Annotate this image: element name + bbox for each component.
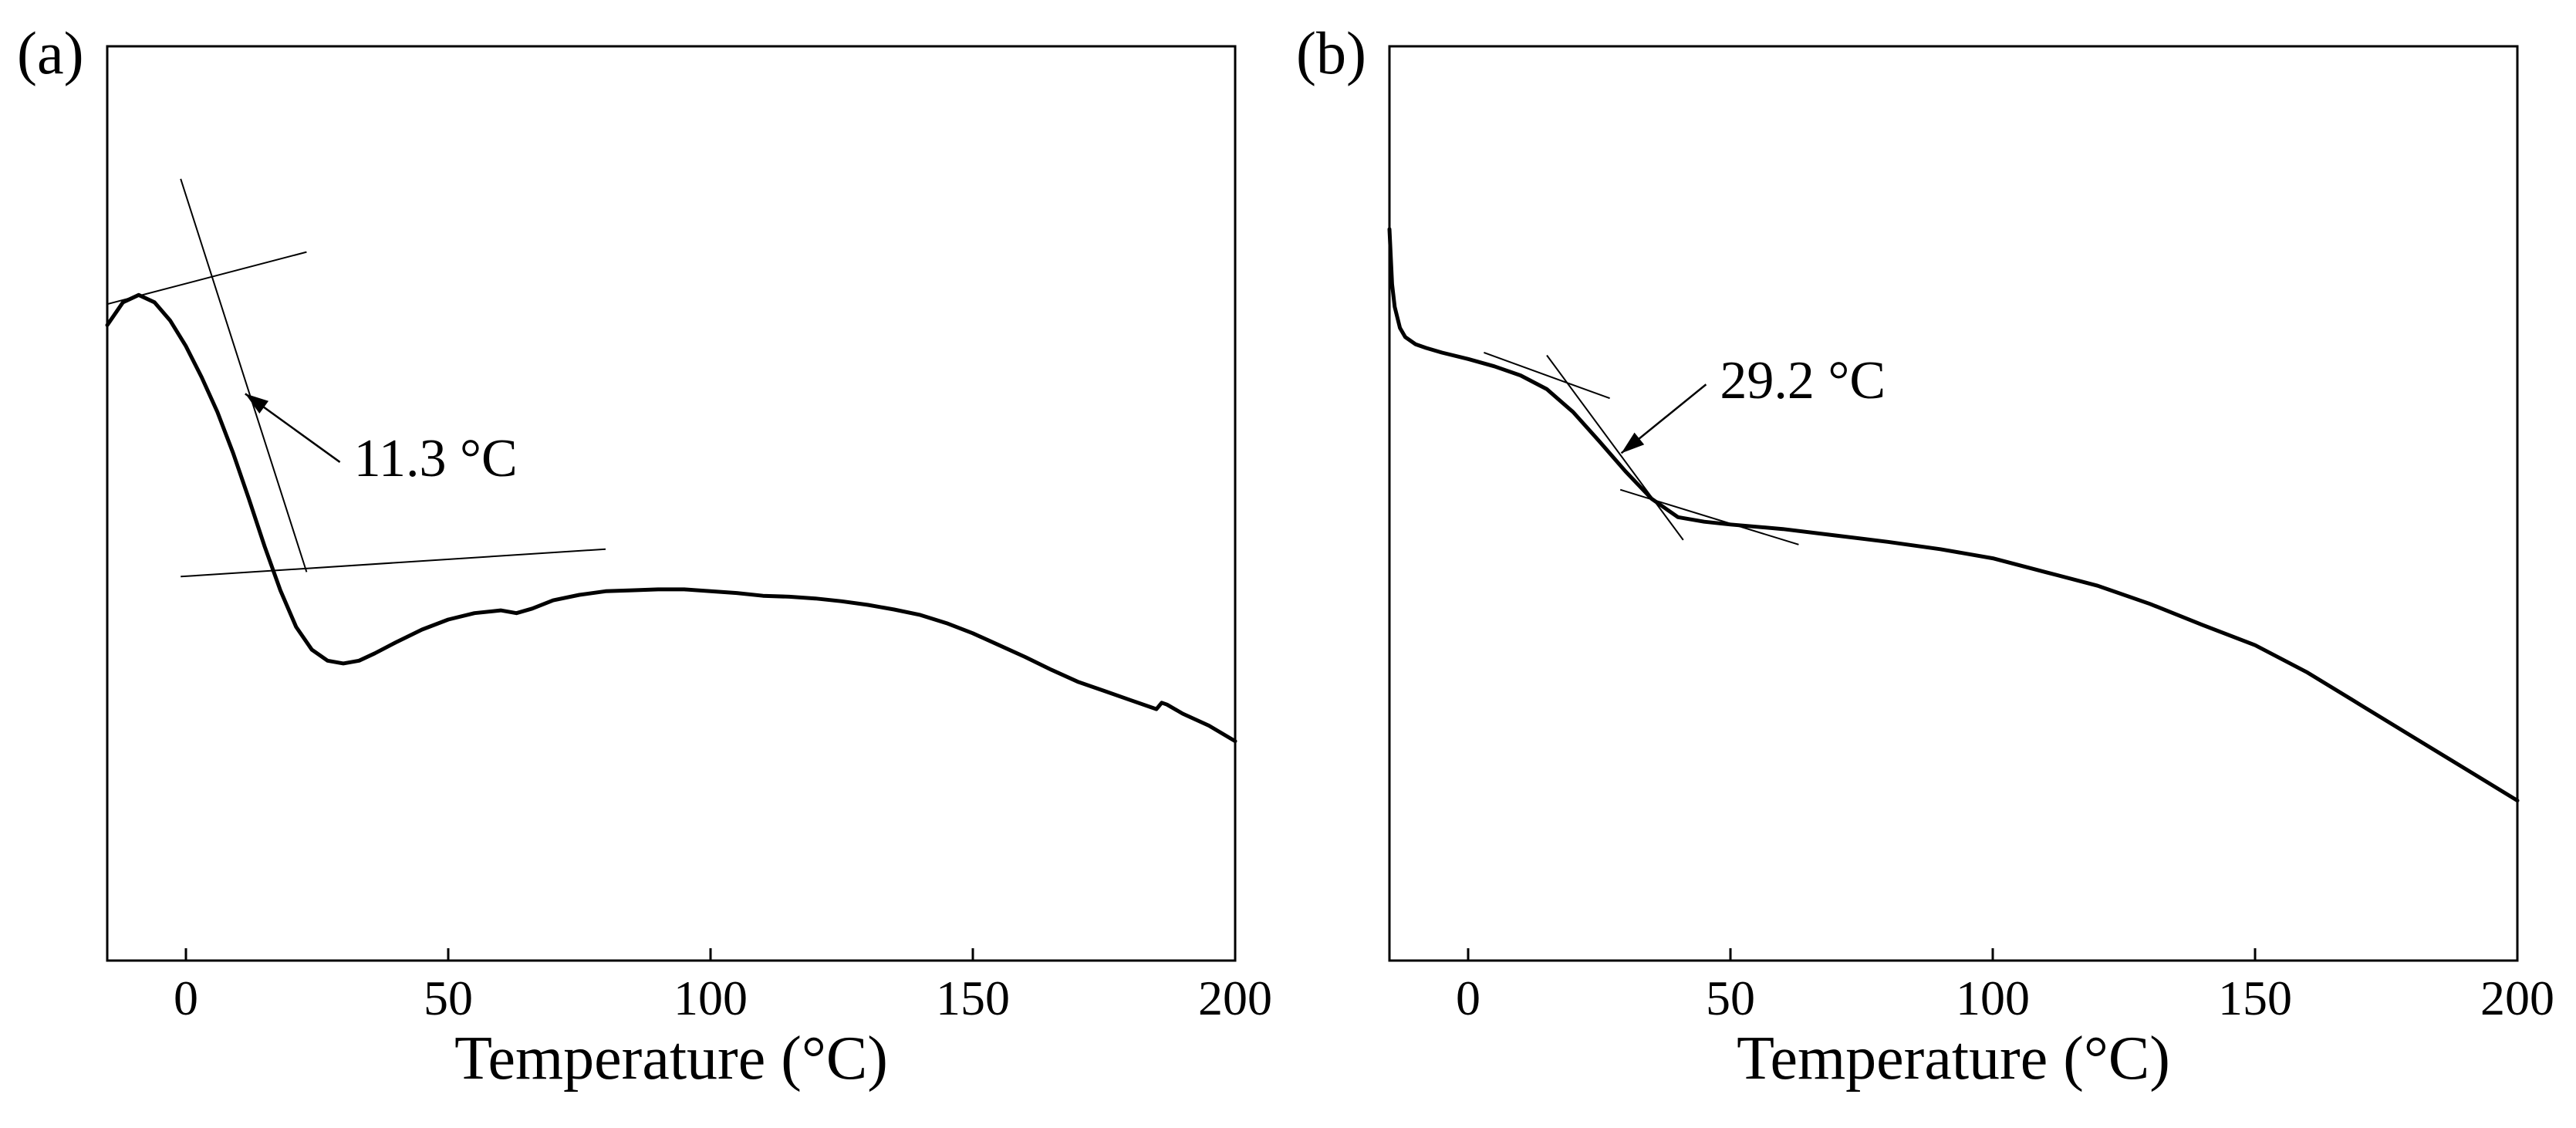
series-line	[1387, 227, 2520, 803]
tangent-line	[1546, 354, 1684, 541]
chart-panel-b: 0 50 100 150 200 Temperature (°C) (b) 29.2 °C	[1296, 19, 2554, 1093]
panel-label: (a)	[17, 19, 84, 86]
tangent-line	[1484, 352, 1610, 400]
x-tick-label: 100	[1956, 971, 2030, 1025]
annotation-label: 29.2 °C	[1720, 351, 1886, 410]
tangent-line	[180, 178, 308, 572]
x-tick-label: 0	[1456, 971, 1480, 1025]
x-axis-title: Temperature (°C)	[1737, 1025, 2170, 1093]
x-tick-label: 100	[674, 971, 748, 1025]
plot-frame	[106, 45, 1237, 962]
x-tick-label: 0	[174, 971, 198, 1025]
x-tick-label: 150	[936, 971, 1010, 1025]
series-line	[105, 292, 1237, 744]
x-tick-label: 150	[2218, 971, 2292, 1025]
x-tick-label: 200	[2480, 971, 2554, 1025]
chart-panel-a: 0 50 100 150 200 Temperature (°C) (a) 11.3 °C	[17, 19, 1272, 1093]
panel-label: (b)	[1296, 19, 1366, 86]
tangent-line	[181, 548, 606, 578]
plot-frame	[1388, 45, 2519, 962]
annotation-label: 11.3 °C	[354, 429, 518, 488]
annotation-arrowhead	[1621, 432, 1645, 454]
x-tick-label: 50	[1706, 971, 1755, 1025]
x-tick-label: 200	[1198, 971, 1272, 1025]
x-axis-title: Temperature (°C)	[454, 1025, 888, 1093]
annotation-arrowhead	[245, 393, 269, 414]
x-tick-label: 50	[424, 971, 473, 1025]
tangent-line	[1619, 488, 1799, 545]
